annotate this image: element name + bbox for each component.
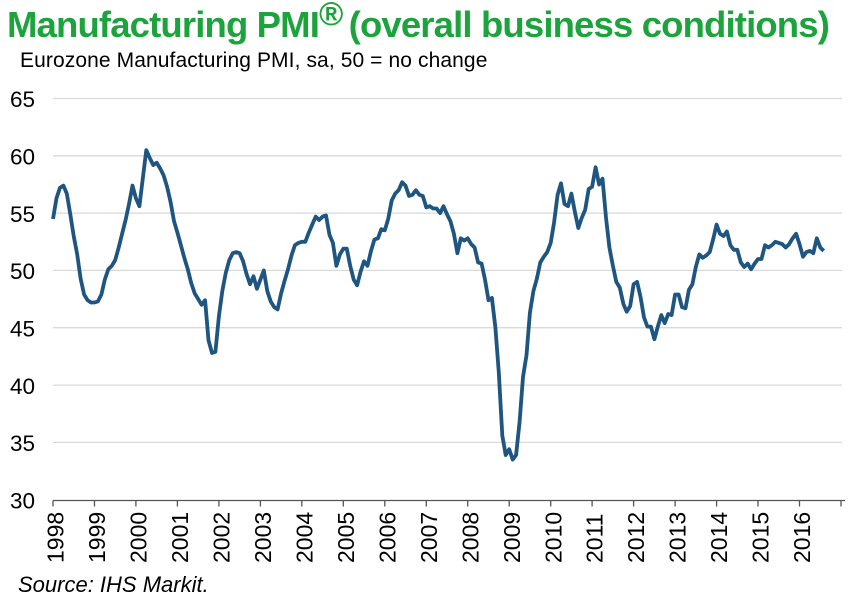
svg-text:45: 45	[10, 316, 35, 341]
svg-text:2013: 2013	[665, 512, 691, 563]
svg-text:2000: 2000	[126, 512, 152, 563]
svg-text:2010: 2010	[540, 512, 566, 563]
svg-text:2016: 2016	[789, 512, 815, 563]
svg-text:50: 50	[10, 259, 35, 284]
svg-text:30: 30	[10, 488, 35, 513]
svg-text:2007: 2007	[416, 512, 442, 563]
svg-text:2006: 2006	[374, 512, 400, 563]
svg-text:2011: 2011	[582, 514, 608, 563]
svg-text:1999: 1999	[84, 512, 110, 563]
svg-text:2005: 2005	[333, 512, 359, 563]
svg-text:2015: 2015	[748, 512, 774, 563]
svg-text:2003: 2003	[250, 512, 276, 563]
svg-text:1998: 1998	[43, 512, 69, 563]
svg-text:40: 40	[10, 374, 35, 399]
svg-text:65: 65	[10, 87, 35, 112]
svg-text:2002: 2002	[209, 512, 235, 563]
svg-text:2009: 2009	[499, 512, 525, 563]
svg-text:2012: 2012	[623, 512, 649, 563]
svg-text:2008: 2008	[457, 512, 483, 563]
svg-text:60: 60	[10, 145, 35, 170]
svg-text:55: 55	[10, 202, 35, 227]
svg-text:2001: 2001	[167, 512, 193, 563]
svg-text:2014: 2014	[706, 512, 732, 563]
svg-text:2004: 2004	[291, 512, 317, 563]
svg-text:35: 35	[10, 431, 35, 456]
